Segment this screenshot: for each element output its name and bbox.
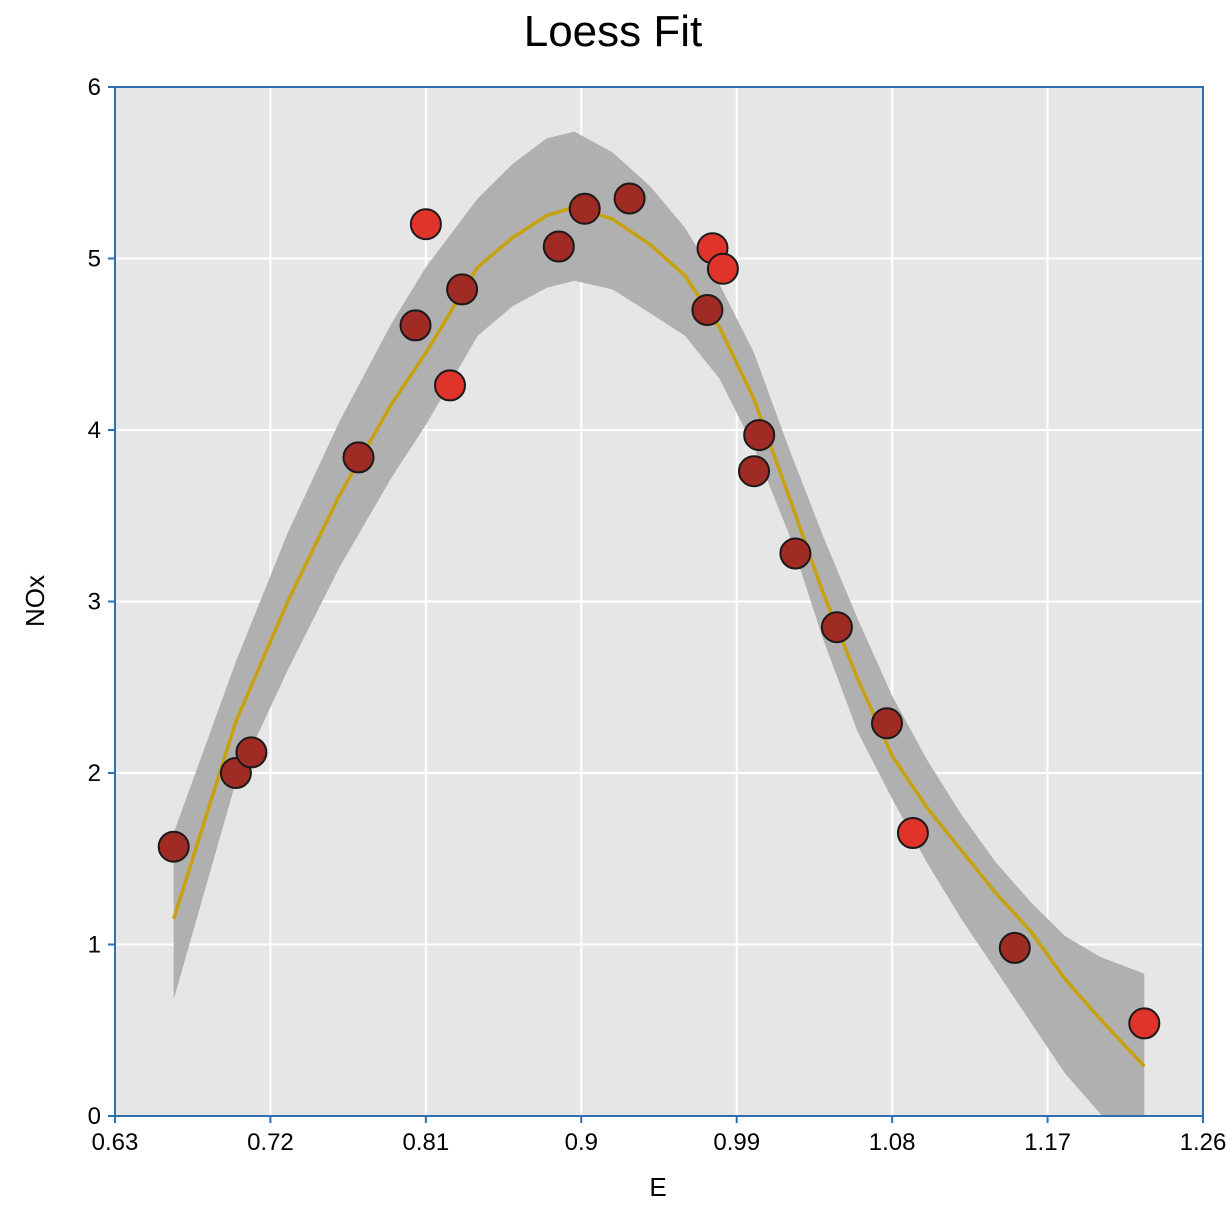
y-tick-label: 1 (88, 932, 101, 959)
data-point (779, 537, 812, 570)
y-tick-label: 6 (88, 74, 101, 101)
data-point (706, 252, 739, 285)
confidence-band-layer (173, 131, 1145, 1116)
data-point (820, 611, 853, 644)
data-points (157, 182, 1161, 1040)
data-point (613, 182, 646, 215)
data-point (157, 830, 190, 863)
axes (108, 86, 1204, 1123)
x-tick-label: 0.72 (247, 1129, 294, 1156)
data-point (399, 309, 432, 342)
x-tick-label: 1.08 (869, 1129, 916, 1156)
data-point (235, 736, 268, 769)
x-tick-label: 1.17 (1024, 1129, 1071, 1156)
x-tick-label: 0.9 (565, 1129, 598, 1156)
confidence-band (173, 131, 1145, 1116)
plot-frame (114, 86, 1204, 1117)
data-point (568, 192, 601, 225)
y-tick-label: 0 (88, 1103, 101, 1130)
y-tick-label: 4 (88, 417, 101, 444)
x-tick-label: 0.99 (713, 1129, 760, 1156)
data-point (896, 817, 929, 849)
data-point (446, 273, 479, 306)
data-point (871, 707, 903, 740)
data-point (1128, 1007, 1161, 1040)
x-axis-label: E (649, 1172, 666, 1202)
data-point (434, 369, 466, 402)
y-axis-label: NOx (20, 575, 50, 627)
data-point (691, 294, 724, 326)
data-point (342, 441, 375, 474)
data-point (738, 455, 770, 488)
y-tick-label: 2 (88, 760, 101, 787)
data-point (409, 208, 442, 241)
x-tick-label: 0.81 (402, 1129, 449, 1156)
y-tick-label: 3 (88, 589, 101, 616)
tick-labels: 0.63 0.72 0.81 0.9 0.99 1.08 1.17 1.26 0 1 2 3 4 5 6 (88, 74, 1226, 1156)
chart-title: Loess Fit (524, 7, 703, 56)
data-point (998, 931, 1031, 964)
data-point (743, 419, 776, 452)
x-tick-label: 0.63 (92, 1129, 139, 1156)
y-tick-label: 5 (88, 246, 101, 273)
data-point (542, 230, 575, 263)
x-tick-label: 1.26 (1180, 1129, 1226, 1156)
